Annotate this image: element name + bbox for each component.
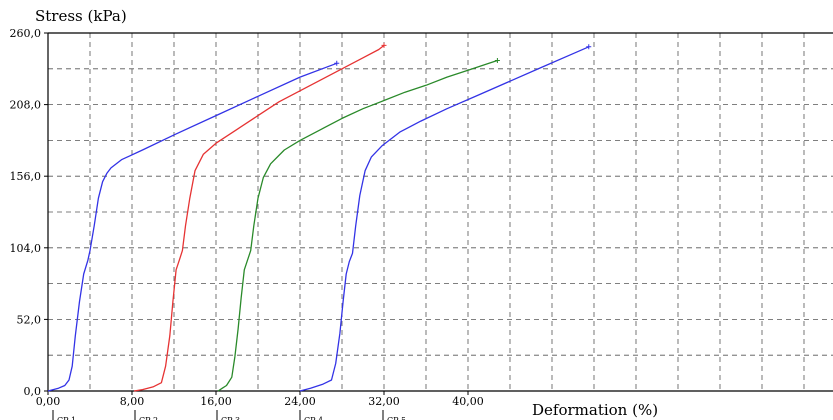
legend-entry: CP 3 (221, 416, 240, 420)
x-axis-title: Deformation (%) (532, 401, 658, 419)
y-axis-title: Stress (kPa) (35, 7, 127, 25)
x-tick-label: 8,00 (120, 395, 145, 408)
x-tick-label: 0,00 (36, 395, 61, 408)
y-tick-label: 208,0 (10, 99, 42, 112)
y-tick-label: 52,0 (17, 313, 42, 326)
x-tick-label: 40,00 (452, 395, 484, 408)
x-tick-label: 32,00 (368, 395, 400, 408)
y-tick-label: 260,0 (10, 27, 42, 40)
x-tick-label: 16,00 (200, 395, 232, 408)
x-tick-label: 24,00 (284, 395, 316, 408)
y-tick-label: 104,0 (10, 242, 42, 255)
legend-entry: CP 2 (139, 416, 158, 420)
legend-entry: CP 1 (57, 416, 76, 420)
legend-entry: CP 4 (304, 416, 323, 420)
legend-entry: CP 5 (387, 416, 406, 420)
y-tick-label: 156,0 (10, 170, 42, 183)
